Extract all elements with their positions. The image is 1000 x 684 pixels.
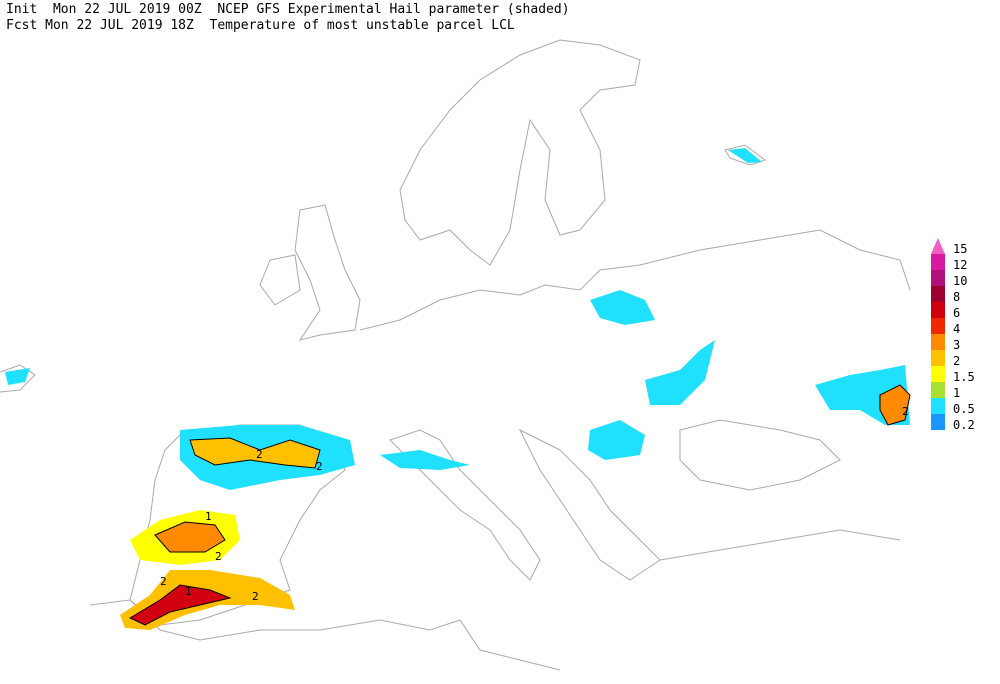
legend-swatch [931,302,945,318]
legend-swatch [931,270,945,286]
header-fcst: Fcst Mon 22 JUL 2019 18Z Temperature of … [6,18,515,33]
italy [389,429,541,581]
scandinavia [399,39,641,266]
legend-swatch [931,398,945,414]
shade-spain-central-core [154,521,226,553]
contour-labels: 2 2 2 1 2 2 1 2 [160,405,909,603]
turkey [659,529,901,561]
legend-label: 2 [953,354,960,368]
legend-swatch [931,318,945,334]
legend-swatch [931,286,945,302]
continent [359,229,911,331]
contour-label: 1 [185,585,192,598]
iceland [0,364,36,393]
british-isles [259,204,361,341]
contour-label: 1 [205,510,212,523]
shade-france [380,450,470,470]
shade-iceland [5,368,30,385]
legend-label: 10 [953,274,967,288]
legend-swatch [931,414,945,430]
legend-label: 15 [953,242,967,256]
contour-label: 2 [160,575,167,588]
header-init: Init Mon 22 JUL 2019 00Z NCEP GFS Experi… [6,2,570,17]
hail-shading [5,148,911,630]
contour-label: 2 [902,405,909,418]
legend-label: 8 [953,290,960,304]
shade-novaya [728,148,762,163]
balkans [518,428,661,581]
shade-spain-south-core [128,584,232,626]
shade-ukraine [645,340,715,405]
legend-label: 12 [953,258,967,272]
legend-label: 1 [953,386,960,400]
contour-label: 2 [256,448,263,461]
legend-swatch [931,334,945,350]
legend-swatch [931,366,945,382]
contour-label: 2 [316,460,323,473]
legend-label: 0.5 [953,402,975,416]
shade-romania [588,420,645,460]
legend-label: 0.2 [953,418,975,432]
novaya-zemlya [724,144,767,166]
legend-swatch [931,254,945,270]
shade-spain-north-core [189,437,321,469]
legend-label: 6 [953,306,960,320]
legend: 15 12 10 8 6 4 3 2 1.5 1 0.5 0.2 [931,238,975,432]
black-sea [679,419,841,491]
shade-caucasus-core [879,384,911,426]
legend-label: 3 [953,338,960,352]
contour-label: 2 [215,550,222,563]
legend-swatch [931,350,945,366]
contour-label: 2 [252,590,259,603]
legend-label: 1.5 [953,370,975,384]
legend-swatch [931,238,945,254]
legend-swatch [931,382,945,398]
shade-poland [590,290,655,325]
legend-label: 4 [953,322,960,336]
